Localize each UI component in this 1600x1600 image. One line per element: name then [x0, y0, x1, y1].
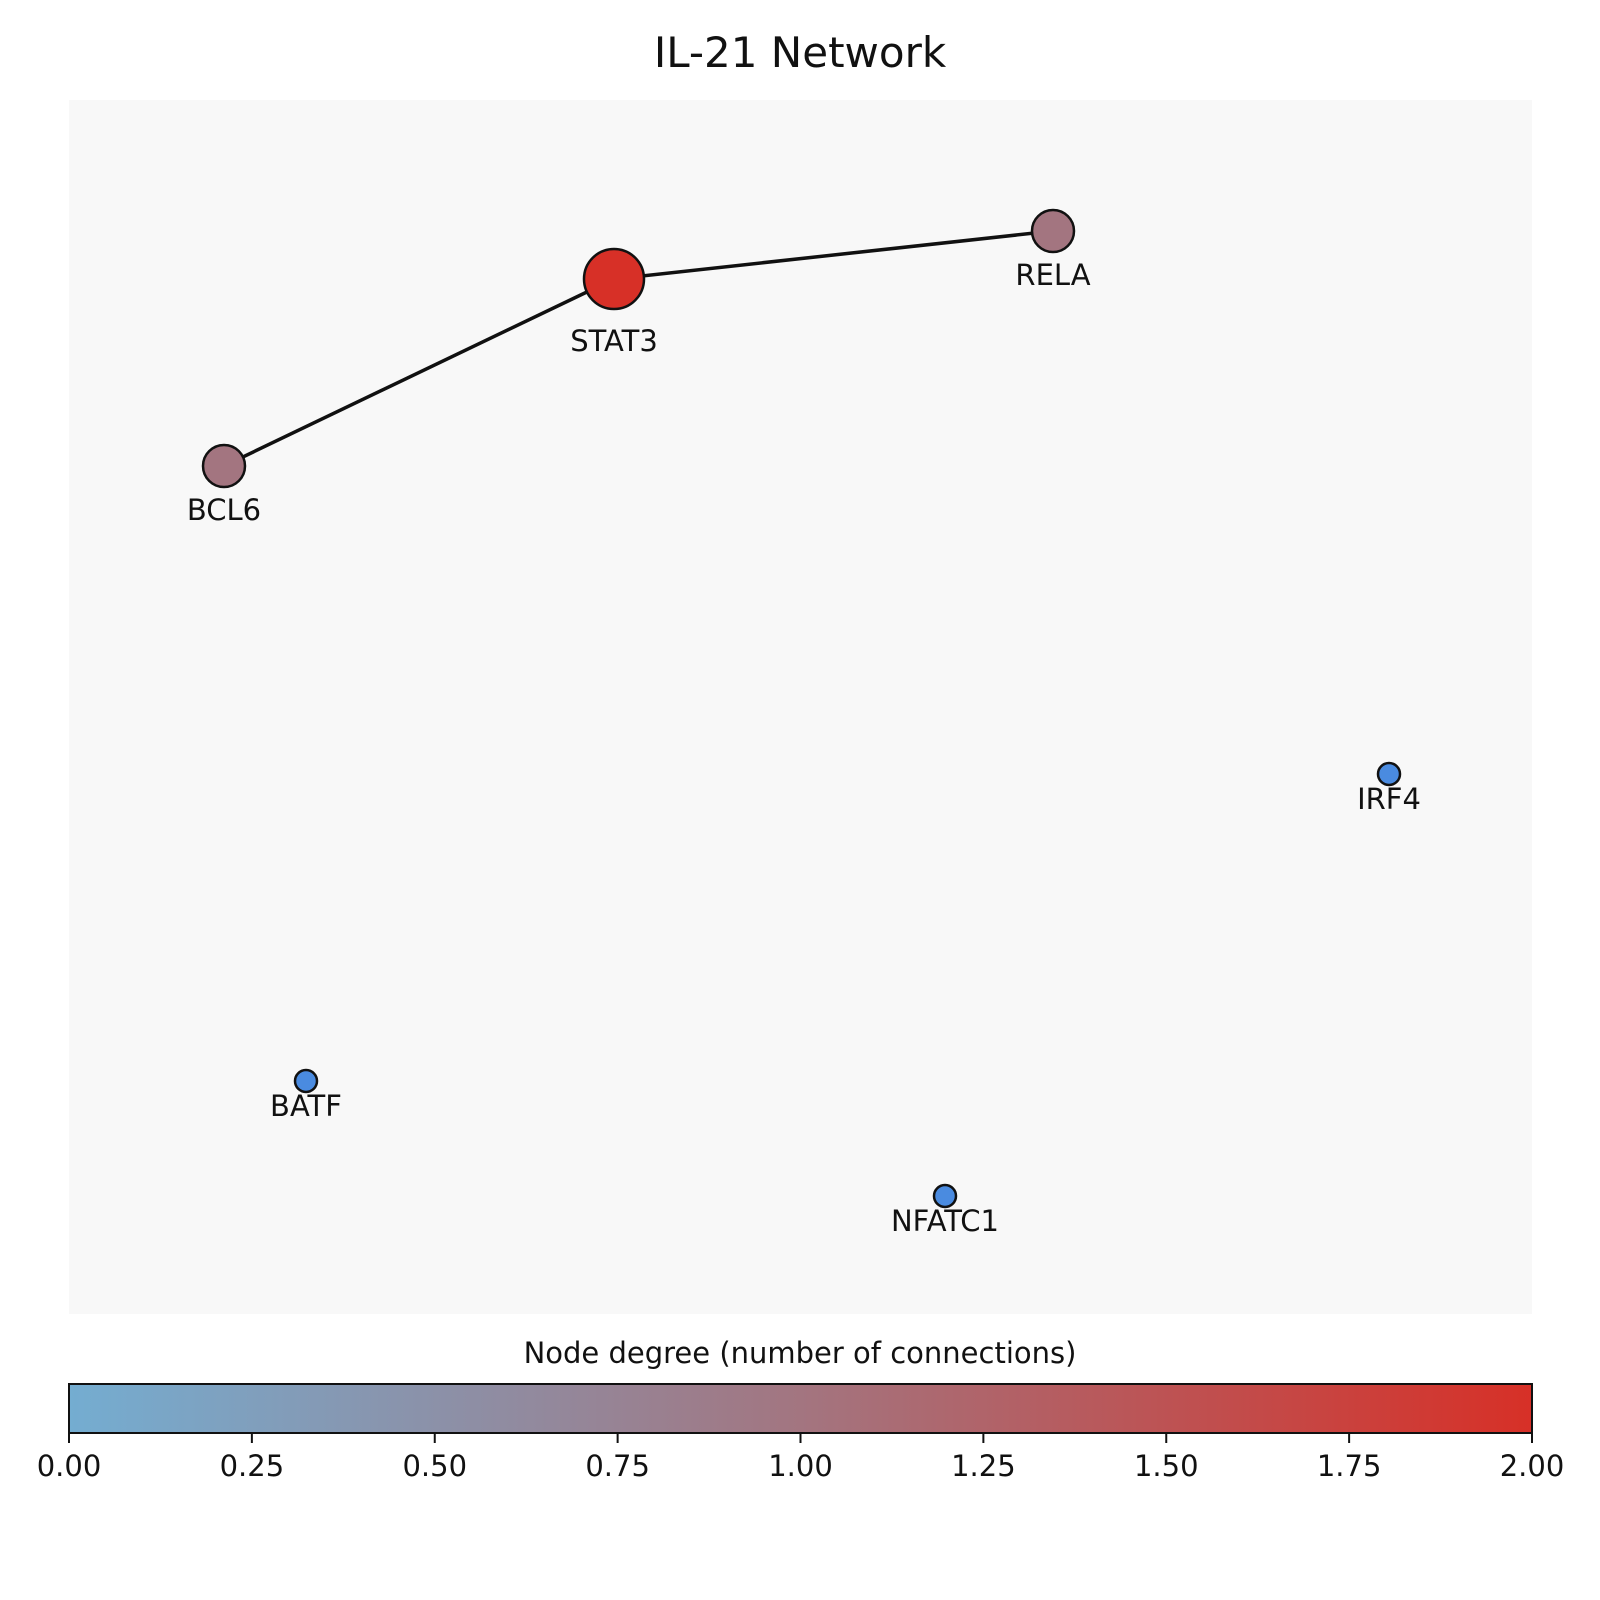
- colorbar-tick-label: 1.50: [1134, 1449, 1199, 1483]
- colorbar: [68, 1383, 1533, 1434]
- edge-stat3-bcl6: [223, 277, 615, 468]
- node-label-bcl6: BCL6: [187, 493, 261, 527]
- colorbar-tick-label: 0.25: [220, 1449, 285, 1483]
- colorbar-tick-label: 2.00: [1500, 1449, 1565, 1483]
- colorbar-tick-label: 1.25: [951, 1449, 1016, 1483]
- edge-stat3-rela: [613, 229, 1054, 281]
- node-irf4: [1376, 761, 1402, 787]
- node-batf: [293, 1068, 319, 1094]
- node-stat3: [582, 247, 646, 311]
- edges-layer: [223, 229, 1054, 468]
- colorbar-ticks: 0.00 0.25 0.50 0.75 1.00 1.25 1.50 1.75 2.00: [37, 1433, 1565, 1483]
- colorbar-tick-label: 0.00: [37, 1449, 102, 1483]
- node-rela: [1030, 208, 1076, 254]
- plot-area: [69, 100, 1532, 1314]
- colorbar-tick-label: 0.50: [402, 1449, 467, 1483]
- colorbar-tick-label: 0.75: [585, 1449, 650, 1483]
- chart-title: IL-21 Network: [654, 28, 947, 77]
- node-nfatc1: [932, 1183, 958, 1209]
- node-label-nfatc1: NFATC1: [891, 1204, 999, 1238]
- nodes-layer: [201, 208, 1402, 1209]
- node-labels-layer: STAT3 RELA BCL6 IRF4 BATF NFATC1: [187, 258, 1421, 1238]
- colorbar-label: Node degree (number of connections): [524, 1336, 1077, 1370]
- node-label-irf4: IRF4: [1357, 782, 1421, 816]
- node-label-stat3: STAT3: [570, 324, 658, 358]
- node-label-batf: BATF: [270, 1089, 342, 1123]
- colorbar-tick-label: 1.75: [1317, 1449, 1382, 1483]
- node-label-rela: RELA: [1015, 258, 1090, 292]
- colorbar-tick-label: 1.00: [768, 1449, 833, 1483]
- node-bcl6: [201, 443, 247, 489]
